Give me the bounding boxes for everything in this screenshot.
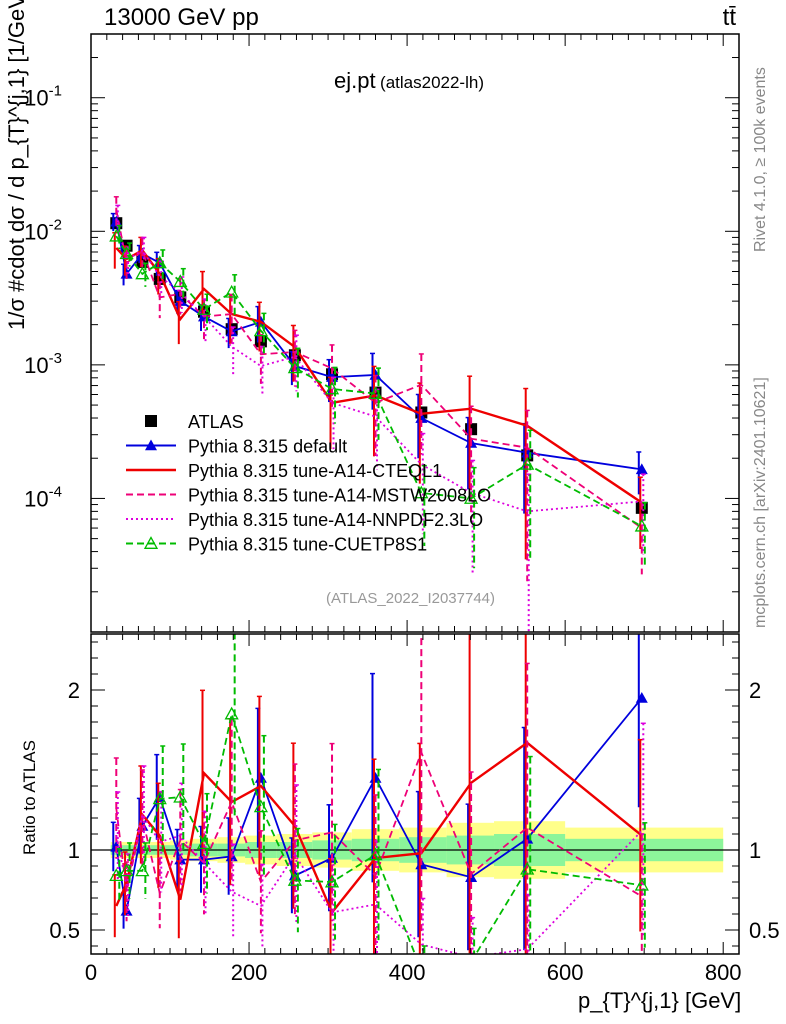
point-5-14 (634, 518, 649, 532)
ratio-point-5-2 (135, 863, 150, 877)
point-1-4 (174, 295, 187, 306)
plot-title-main: ej.pt (334, 68, 376, 93)
ratio-point-1-7 (254, 772, 267, 783)
ratio-point-5-7 (253, 799, 269, 813)
x-tick-label-4: 800 (705, 960, 742, 985)
point-5-0 (109, 228, 124, 242)
legend: ATLAS Pythia 8.315 default Pythia 8.315 tu… (126, 412, 491, 555)
point-5-10 (368, 386, 383, 399)
reference-id: (ATLAS_2022_I2037744) (326, 590, 496, 607)
ratio-point-5-10 (368, 847, 383, 861)
ratio-point-5-14 (634, 877, 649, 891)
ratio-point-5-5 (196, 836, 212, 850)
point-5-5 (196, 302, 212, 315)
ratio-tick-label-0: 0.5 (49, 918, 80, 943)
series-4 (115, 204, 646, 632)
point-1-10 (369, 368, 382, 380)
legend-label-1: Pythia 8.315 default (188, 437, 347, 457)
ratio-tick-label-right-0: 0.5 (749, 918, 780, 943)
series-line-1 (115, 221, 642, 471)
point-5-11 (414, 485, 429, 499)
x-tick-label-2: 400 (389, 960, 426, 985)
ratio-tick-label-1: 1 (68, 838, 80, 863)
point-1-11 (415, 412, 428, 423)
point-5-9 (324, 381, 340, 395)
ratio-point-5-4 (173, 789, 188, 803)
point-5-12 (464, 491, 479, 504)
series-line-4 (115, 218, 642, 513)
point-1-14 (635, 463, 648, 475)
ratio-tick-label-2: 2 (68, 678, 80, 703)
legend-marker-1 (145, 439, 157, 451)
header-process-label: tt̄ (722, 4, 736, 31)
legend-label-2: Pythia 8.315 tune-A14-CTEQL1 (188, 461, 442, 481)
point-5-13 (520, 456, 535, 470)
y-tick-label-3: 10-1 (24, 83, 62, 111)
ratio-y-axis-label: Ratio to ATLAS (20, 740, 39, 855)
mcplots-info: mcplots.cern.ch [arXiv:2401.10621] (752, 377, 769, 628)
legend-marker-5 (143, 536, 159, 549)
point-5-2 (135, 266, 150, 280)
plot-title: ej.pt (atlas2022-lh) (334, 68, 484, 94)
ratio-series-2 (112, 634, 643, 954)
ratio-series-4 (115, 722, 646, 954)
ratio-point-5-8 (287, 873, 302, 886)
plot-title-sub: (atlas2022-lh) (380, 73, 484, 92)
legend-label-3: Pythia 8.315 tune-A14-MSTW2008LO (188, 486, 491, 506)
series-2 (112, 232, 643, 560)
rivet-info: Rivet 4.1.0, ≥ 100k events (752, 67, 769, 252)
legend-label-0: ATLAS (188, 412, 244, 432)
x-tick-label-3: 600 (547, 960, 584, 985)
ratio-point-5-13 (520, 861, 535, 875)
ratio-point-5-9 (324, 874, 340, 888)
point-5-7 (253, 323, 269, 337)
axes: 0 200 400 600 800 10-4 10-3 10-2 10-1 0.5 0.5 1 1 2 2 (24, 33, 780, 985)
point-5-4 (173, 274, 188, 288)
series-line-3 (115, 209, 643, 529)
legend-marker-0 (145, 415, 157, 427)
ratio-uncertainty-bands (91, 821, 739, 879)
y-tick-label-2: 10-2 (24, 216, 62, 244)
ratio-point-5-6 (224, 706, 239, 720)
y-tick-label-0: 10-4 (24, 483, 62, 511)
y-axis-label: 1/σ #cdot dσ / d p_{T}^{j,1} [1/GeV] (4, 0, 29, 330)
ratio-point-5-3 (152, 791, 167, 805)
y-tick-label-1: 10-3 (24, 350, 62, 378)
main-frame (90, 33, 740, 633)
ratio-point-1-13 (521, 832, 534, 844)
series-3 (113, 196, 645, 582)
ratio-point-5-1 (119, 863, 134, 877)
ratio-tick-label-right-1: 1 (749, 838, 761, 863)
ratio-point-5-0 (109, 868, 124, 882)
legend-label-5: Pythia 8.315 tune-CUETP8S1 (188, 535, 427, 555)
series-5 (109, 224, 649, 569)
ratio-series-5 (109, 634, 649, 967)
ratio-point-1-14 (635, 692, 648, 703)
ratio-tick-label-right-2: 2 (749, 678, 761, 703)
legend-label-4: Pythia 8.315 tune-A14-NNPDF2.3LO (188, 510, 483, 530)
series-line-5 (115, 235, 643, 527)
ratio-point-1-10 (369, 772, 382, 783)
point-5-1 (119, 246, 134, 260)
point-5-6 (224, 284, 239, 298)
ratio-point-5-12 (465, 956, 477, 967)
ratio-series-layer (109, 634, 649, 967)
point-5-3 (152, 255, 167, 269)
ratio-series-3 (113, 634, 645, 954)
x-axis-label: p_{T}^{j,1} [GeV] (578, 988, 742, 1013)
ratio-line-3 (115, 749, 643, 898)
x-tick-label-0: 0 (85, 960, 97, 985)
ratio-line-4 (115, 812, 643, 954)
point-5-8 (287, 360, 302, 374)
header-energy-label: 13000 GeV pp (104, 4, 259, 31)
x-tick-label-1: 200 (231, 960, 268, 985)
ratio-line-2 (115, 741, 643, 915)
main-series-layer (109, 196, 649, 632)
ratio-frame (90, 633, 740, 955)
